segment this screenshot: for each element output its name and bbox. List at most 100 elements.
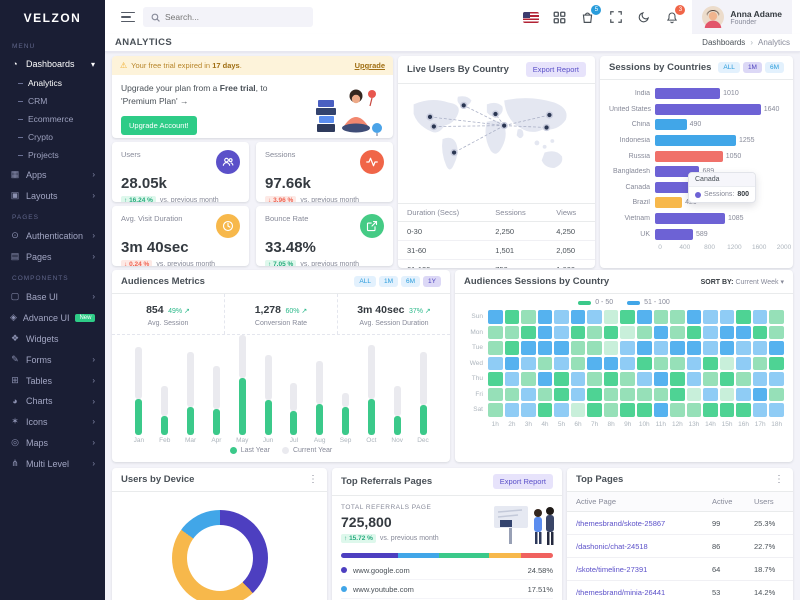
map-marker[interactable]	[545, 111, 554, 119]
tab-6m[interactable]: 6M	[401, 276, 421, 287]
heatmap-cell[interactable]	[587, 325, 602, 339]
heatmap-cell[interactable]	[719, 387, 735, 401]
sidebar-item-widgets[interactable]: ❖ Widgets	[10, 333, 59, 344]
bar-column[interactable]	[410, 352, 436, 435]
sidebar-item-layouts[interactable]: ▣ Layouts ›	[10, 190, 95, 201]
heatmap-cell[interactable]	[653, 356, 669, 370]
heatmap-cell[interactable]	[620, 310, 635, 324]
page-link[interactable]: /skote/timeline-27391	[567, 557, 703, 581]
heatmap-cell[interactable]	[570, 372, 586, 386]
heatmap-cell[interactable]	[537, 356, 553, 370]
heatmap-cell[interactable]	[703, 310, 718, 324]
bar-column[interactable]	[307, 361, 333, 435]
heatmap-cell[interactable]	[603, 403, 619, 417]
fullscreen-icon[interactable]	[608, 10, 623, 25]
sidebar-item-dashboards[interactable]: ◔ Dashboards ▾	[0, 54, 105, 74]
map-marker[interactable]	[450, 148, 458, 157]
heatmap-cell[interactable]	[554, 341, 569, 355]
heatmap-cell[interactable]	[686, 403, 702, 417]
search-box[interactable]	[143, 7, 313, 27]
hamburger-menu-icon[interactable]	[121, 11, 135, 23]
heatmap-cell[interactable]	[719, 372, 735, 386]
bar[interactable]	[655, 135, 736, 147]
heatmap-cell[interactable]	[719, 310, 735, 324]
heatmap-cell[interactable]	[653, 325, 669, 339]
heatmap-cell[interactable]	[719, 341, 735, 355]
heatmap-cell[interactable]	[752, 403, 768, 417]
heatmap-cell[interactable]	[504, 310, 520, 324]
bar[interactable]	[655, 181, 707, 193]
heatmap-cell[interactable]	[603, 310, 619, 324]
heatmap-cell[interactable]	[570, 387, 586, 401]
heatmap-cell[interactable]	[587, 403, 602, 417]
heatmap-cell[interactable]	[587, 387, 602, 401]
heatmap-cell[interactable]	[703, 325, 718, 339]
heatmap-cell[interactable]	[636, 356, 652, 370]
heatmap-cell[interactable]	[752, 387, 768, 401]
heatmap-cell[interactable]	[686, 372, 702, 386]
heatmap-cell[interactable]	[554, 372, 569, 386]
sidebar-item-crypto[interactable]: Crypto	[0, 128, 105, 146]
heatmap-cell[interactable]	[769, 310, 784, 324]
sidebar-item-tables[interactable]: ⊞ Tables ›	[11, 375, 95, 386]
heatmap-cell[interactable]	[752, 310, 768, 324]
heatmap-cell[interactable]	[719, 403, 735, 417]
heatmap-cell[interactable]	[703, 372, 718, 386]
heatmap-cell[interactable]	[504, 387, 520, 401]
heatmap-cell[interactable]	[670, 341, 685, 355]
sidebar-item-ecommerce[interactable]: Ecommerce	[0, 110, 105, 128]
tab-1y[interactable]: 1Y	[423, 276, 441, 287]
heatmap-cell[interactable]	[504, 356, 520, 370]
heatmap-cell[interactable]	[504, 372, 520, 386]
heatmap-cell[interactable]	[736, 403, 751, 417]
heatmap-cell[interactable]	[587, 310, 602, 324]
heatmap-cell[interactable]	[603, 356, 619, 370]
heatmap-cell[interactable]	[570, 403, 586, 417]
bar[interactable]	[655, 119, 687, 131]
heatmap-cell[interactable]	[736, 356, 751, 370]
sidebar-item-charts[interactable]: ◕ Charts ›	[0, 391, 105, 411]
heatmap-cell[interactable]	[504, 325, 520, 339]
heatmap-cell[interactable]	[488, 372, 503, 386]
heatmap-cell[interactable]	[620, 325, 635, 339]
map-marker[interactable]	[426, 113, 434, 121]
heatmap-cell[interactable]	[521, 325, 536, 339]
sidebar-item-apps[interactable]: ▦ Apps ›	[10, 169, 95, 180]
sidebar-item-forms[interactable]: ✎ Forms ›	[11, 354, 95, 365]
sidebar-item-multi-level[interactable]: ⋔ Multi Level ›	[11, 458, 95, 469]
page-link[interactable]: /themesbrand/skote-25867	[567, 511, 703, 535]
heatmap-cell[interactable]	[554, 325, 569, 339]
heatmap-cell[interactable]	[554, 356, 569, 370]
bar-column[interactable]	[229, 335, 255, 435]
heatmap-cell[interactable]	[653, 372, 669, 386]
heatmap-cell[interactable]	[620, 387, 635, 401]
heatmap-cell[interactable]	[736, 387, 751, 401]
referral-row[interactable]: www.google.com 24.58%	[341, 561, 553, 580]
heatmap-cell[interactable]	[488, 310, 503, 324]
heatmap-cell[interactable]	[488, 387, 503, 401]
heatmap-cell[interactable]	[736, 372, 751, 386]
heatmap-cell[interactable]	[521, 372, 536, 386]
upgrade-link[interactable]: Upgrade	[354, 61, 385, 70]
map-marker[interactable]	[542, 123, 551, 132]
language-flag-icon[interactable]	[523, 11, 540, 23]
heatmap-cell[interactable]	[686, 341, 702, 355]
export-report-button[interactable]: Export Report	[492, 474, 553, 489]
breadcrumb-parent[interactable]: Dashboards	[702, 38, 746, 47]
map-marker[interactable]	[460, 101, 468, 110]
heatmap-cell[interactable]	[670, 372, 685, 386]
sidebar-item-pages[interactable]: ▤ Pages ›	[10, 251, 95, 262]
heatmap-cell[interactable]	[670, 356, 685, 370]
more-options-icon[interactable]: ⋮	[308, 474, 318, 485]
heatmap-cell[interactable]	[636, 372, 652, 386]
bar[interactable]	[655, 213, 725, 225]
device-donut-chart[interactable]	[171, 510, 268, 600]
heatmap-cell[interactable]	[752, 356, 768, 370]
table-row[interactable]: 61-1207501,600	[398, 259, 595, 268]
heatmap-cell[interactable]	[653, 341, 669, 355]
heatmap-cell[interactable]	[537, 403, 553, 417]
bar[interactable]	[655, 150, 723, 162]
heatmap-cell[interactable]	[653, 403, 669, 417]
bar-column[interactable]	[358, 345, 384, 435]
heatmap-cell[interactable]	[719, 356, 735, 370]
